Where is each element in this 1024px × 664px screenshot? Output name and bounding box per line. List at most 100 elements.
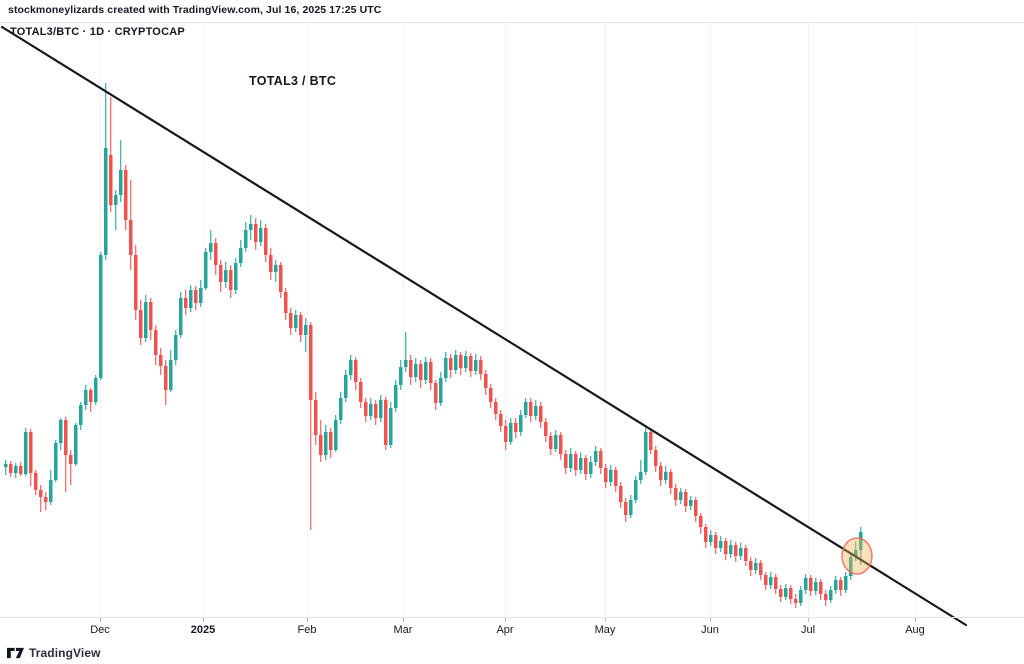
candle-body	[374, 404, 378, 418]
candle-body	[184, 298, 188, 308]
time-axis[interactable]: Dec 2025 Feb Mar Apr May Jun Jul Aug	[0, 617, 1024, 645]
tradingview-logo[interactable]: TradingView	[7, 646, 101, 660]
candle-body	[584, 458, 588, 474]
candle-body	[634, 480, 638, 500]
candle-body	[269, 255, 273, 272]
x-axis-label-jun: Jun	[701, 624, 719, 636]
candle-body	[54, 443, 58, 480]
candle-body	[644, 432, 648, 472]
candle-body	[279, 265, 283, 292]
candle-body	[794, 599, 798, 603]
candle-body	[319, 435, 323, 455]
candle-body	[24, 432, 28, 474]
candle-body	[389, 408, 393, 445]
symbol-legend[interactable]: TOTAL3/BTC · 1D · CRYPTOCAP	[10, 26, 185, 38]
candle-body	[489, 388, 493, 402]
candle-body	[699, 516, 703, 527]
candle-body	[589, 462, 593, 474]
candle-body	[519, 415, 523, 432]
candle-body	[114, 195, 118, 205]
candle-body	[304, 325, 308, 335]
candle-body	[604, 468, 608, 482]
candle-body	[104, 148, 108, 255]
candle-body	[169, 360, 173, 390]
candle-body	[434, 383, 438, 403]
candle-body	[294, 315, 298, 328]
candle-body	[259, 228, 263, 242]
candle-body	[499, 414, 503, 426]
breakout-circle-annotation[interactable]	[841, 537, 873, 575]
candle-body	[344, 375, 348, 398]
candle-body	[514, 423, 518, 432]
candle-body	[729, 545, 733, 554]
candle-body	[549, 436, 553, 449]
candle-body	[274, 265, 278, 272]
candle-body	[544, 422, 548, 436]
candle-body	[459, 355, 463, 368]
x-axis-label-feb: Feb	[297, 624, 317, 636]
candle-body	[689, 500, 693, 506]
x-axis-label-apr: Apr	[496, 624, 514, 636]
candle-body	[379, 400, 383, 418]
candle-body	[244, 230, 248, 248]
candle-body	[744, 548, 748, 561]
candle-body	[404, 360, 408, 367]
candle-body	[369, 404, 373, 416]
candle-body	[759, 563, 763, 575]
candle-body	[619, 486, 623, 502]
candle-body	[814, 582, 818, 591]
candle-body	[409, 360, 413, 377]
attribution-text: stockmoneylizards created with TradingVi…	[8, 4, 382, 16]
candle-body	[154, 330, 158, 355]
candle-body	[349, 360, 353, 375]
candle-body	[529, 402, 533, 416]
candle-body	[594, 451, 598, 462]
candle-body	[774, 577, 778, 589]
candle-body	[789, 588, 793, 599]
candle-body	[429, 362, 433, 383]
candle-body	[749, 561, 753, 570]
candle-body	[89, 390, 93, 402]
candle-body	[64, 420, 68, 455]
candle-body	[364, 402, 368, 416]
candle-body	[674, 488, 678, 500]
candle-body	[534, 406, 538, 416]
candle-body	[569, 454, 573, 468]
candle-body	[209, 243, 213, 252]
candle-body	[219, 265, 223, 282]
candle-body	[834, 580, 838, 590]
candle-body	[134, 255, 138, 310]
candle-body	[9, 464, 13, 473]
candle-body	[739, 548, 743, 556]
candle-body	[384, 400, 388, 445]
candle-body	[494, 402, 498, 414]
candle-body	[424, 362, 428, 380]
candle-body	[74, 425, 78, 464]
candle-body	[524, 402, 528, 415]
candle-body	[334, 420, 338, 450]
candle-body	[4, 464, 8, 467]
candle-body	[84, 390, 88, 405]
candle-body	[819, 582, 823, 594]
candle-body	[94, 378, 98, 402]
candle-body	[609, 470, 613, 482]
x-axis-label-mar: Mar	[393, 624, 413, 636]
candle-body	[809, 578, 813, 591]
candle-body	[59, 420, 63, 443]
trendline-drawing[interactable]	[0, 25, 968, 627]
chart-title-annotation[interactable]: TOTAL3 / BTC	[249, 74, 337, 88]
candle-body	[649, 432, 653, 450]
candle-body	[179, 298, 183, 335]
candle-body	[659, 466, 663, 480]
candle-body	[449, 358, 453, 370]
candle-body	[174, 335, 178, 360]
candle-body	[479, 360, 483, 374]
candle-body	[839, 580, 843, 590]
candle-body	[99, 255, 103, 378]
tradingview-logo-text: TradingView	[29, 646, 101, 660]
candle-body	[684, 492, 688, 506]
candle-body	[654, 450, 658, 466]
candle-body	[719, 541, 723, 548]
candle-body	[164, 366, 168, 390]
